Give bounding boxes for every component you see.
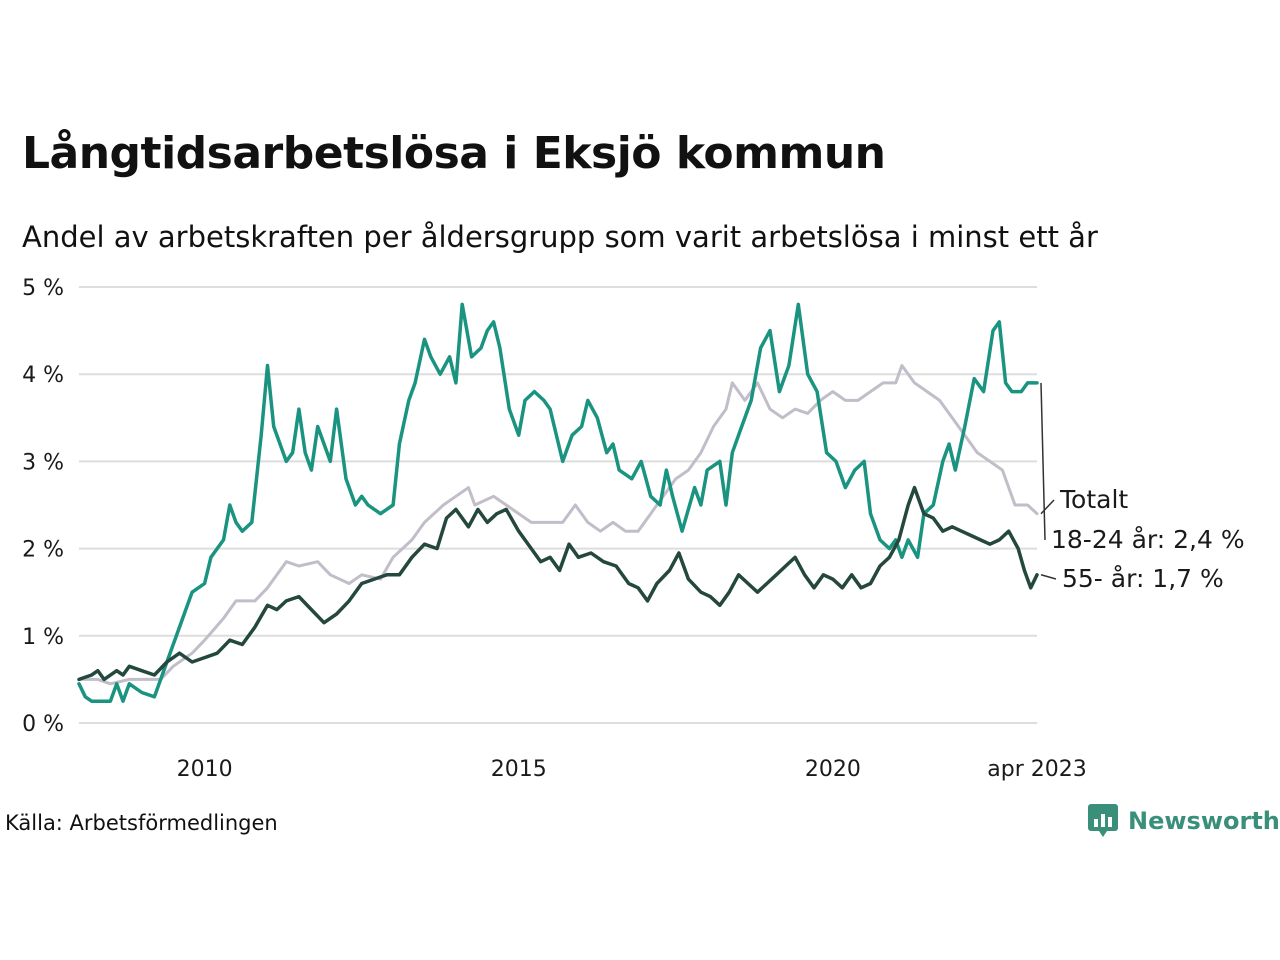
x-tick-label: 2015 (491, 757, 547, 782)
label-leader-total (1040, 499, 1055, 515)
x-tick-label: 2020 (805, 757, 861, 782)
source-note: Källa: Arbetsförmedlingen (5, 811, 278, 835)
brand-name: Newsworthy (1128, 807, 1280, 835)
series-line-senior (77, 485, 1039, 682)
series-end-label-total: Totalt (1059, 485, 1128, 514)
x-tick-label: apr 2023 (987, 757, 1086, 782)
label-leader-youth (1040, 382, 1046, 541)
y-axis: 0 % 1 % 2 % 3 % 4 % 5 % (22, 276, 64, 737)
x-tick-label: 2010 (177, 757, 233, 782)
series-end-label-senior: 55- år: 1,7 % (1062, 564, 1224, 593)
y-tick-label: 5 % (22, 276, 64, 301)
newsworthy-logo-icon (1088, 804, 1118, 837)
y-tick-label: 3 % (22, 450, 64, 475)
y-tick-label: 2 % (22, 538, 64, 563)
gridlines (79, 286, 1037, 724)
y-tick-label: 0 % (22, 712, 64, 737)
chart-subtitle: Andel av arbetskraften per åldersgrupp s… (22, 220, 1098, 254)
series-end-label-youth: 18-24 år: 2,4 % (1051, 525, 1245, 554)
y-tick-label: 1 % (22, 625, 64, 650)
series-end-labels: Totalt 18-24 år: 2,4 % 55- år: 1,7 % (1040, 382, 1245, 593)
series-lines (77, 302, 1039, 703)
series-line-youth (77, 302, 1039, 703)
x-axis: 2010 2015 2020 apr 2023 (177, 757, 1087, 782)
chart-title: Långtidsarbetslösa i Eksjö kommun (22, 128, 886, 179)
y-tick-label: 4 % (22, 363, 64, 388)
line-chart: 0 %1 %2 %3 %4 %5 % 2010 2015 2020 apr 2023 … (22, 276, 1245, 782)
series-line-total (77, 364, 1039, 686)
label-leader-senior (1040, 574, 1057, 580)
brand-logo: Newsworthy (1088, 804, 1280, 838)
